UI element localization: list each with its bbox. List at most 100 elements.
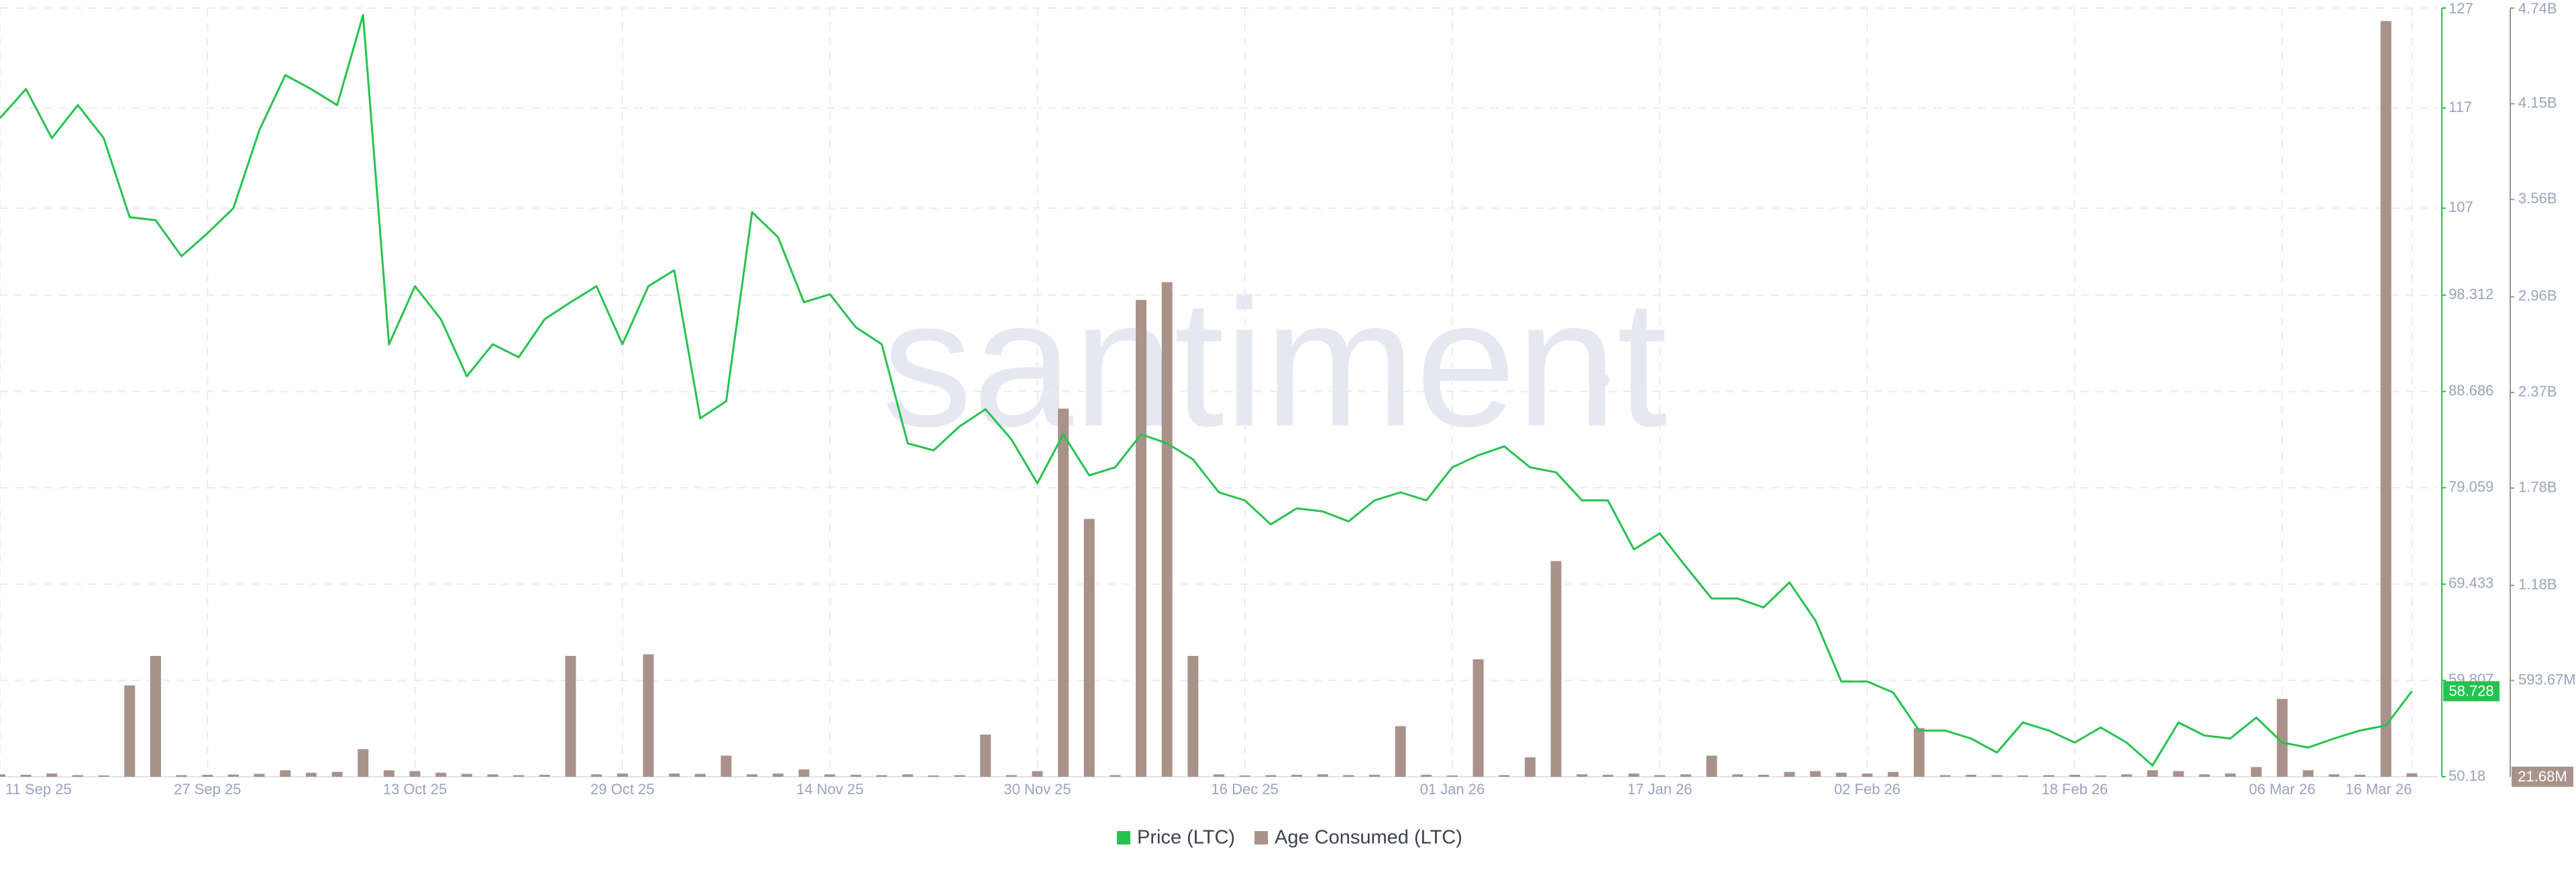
bar [513,775,525,777]
y2-tick-label: 593.67M [2518,671,2576,688]
bar [2380,21,2392,777]
price-line [0,13,2413,767]
bar [928,775,939,777]
bar-badge-label: 21.68M [2518,768,2567,785]
bar [2302,770,2314,777]
y-tick-label: 69.433 [2449,575,2493,592]
y-tick-label: 88.686 [2449,382,2493,398]
bar [1499,775,1510,777]
bar [1654,775,1666,777]
bar [1576,774,1588,777]
bar [1058,408,1069,777]
bar [1550,561,1562,777]
bar [358,749,369,777]
bar [2277,698,2288,777]
bar [1913,728,1925,777]
bar [305,772,317,777]
bar [461,773,472,777]
watermark: santiment [882,262,1668,464]
bar [2121,774,2133,777]
bar [1265,775,1277,777]
x-tick-label: 29 Oct 25 [590,781,654,798]
bar [1214,774,1224,777]
bar [1368,775,1380,777]
y-tick-label: 117 [2449,99,2472,115]
bar [798,769,810,777]
x-tick-label: 14 Nov 25 [796,781,863,798]
bar [1991,775,2002,777]
bar [2251,767,2262,777]
bar [202,775,213,777]
y2-tick-label: 4.74B [2518,0,2557,17]
y2-tick-label: 2.37B [2518,383,2557,400]
bar [1187,655,1199,777]
bar [1888,771,1899,777]
x-tick-label: 27 Sep 25 [174,781,241,798]
bar [1343,775,1354,777]
bar [1136,300,1147,777]
bar [1966,775,1977,777]
bar [747,774,758,777]
bar [1758,775,1769,777]
x-tick-label: 11 Sep 25 [5,781,72,798]
bar [1032,771,1043,777]
y-tick-label: 50.18 [2449,767,2485,784]
legend-label: Price (LTC) [1137,827,1235,849]
bar [1706,755,1717,777]
bar [72,775,83,777]
bar [616,773,628,777]
bar [435,772,447,777]
bar [1239,775,1250,777]
y-tick-label: 107 [2449,199,2473,215]
bar [1006,775,1017,777]
bar [1110,775,1121,777]
bar [1446,775,1458,777]
x-tick-label: 02 Feb 26 [1834,781,1900,798]
bar [254,773,265,777]
bar [124,685,136,777]
legend-label: Age Consumed (LTC) [1275,827,1462,849]
bar [772,773,784,777]
bar [1784,771,1795,777]
bar [1472,659,1484,777]
bar [1083,519,1095,777]
bar [2069,775,2080,777]
bar [1524,757,1536,777]
x-tick-label: 13 Oct 25 [383,781,447,798]
bar [591,774,602,777]
legend-swatch [1117,831,1130,844]
bar [1395,726,1406,777]
bar [1291,775,1302,777]
x-tick-label: 01 Jan 26 [1420,781,1485,798]
price-badge-label: 58.728 [2449,682,2493,699]
bar [2328,774,2340,777]
bar [850,775,861,777]
x-tick-label: 17 Jan 26 [1627,781,1693,798]
x-tick-label: 06 Mar 26 [2249,781,2316,798]
bar [1835,772,1847,777]
y2-tick-label: 3.56B [2518,190,2557,207]
price-badge [2443,681,2500,702]
bar [1317,774,1328,777]
bar [2173,771,2184,777]
y2-tick-label: 4.15B [2518,94,2557,111]
bar [383,770,394,777]
bar [487,774,498,777]
bar [980,734,991,777]
watermark-dot [1597,374,1609,386]
bar [1421,775,1432,777]
x-tick-label: 16 Dec 25 [1212,781,1279,798]
y-tick-label: 98.312 [2449,286,2493,303]
bar [1602,775,1613,777]
bar [1161,282,1173,777]
bar [539,775,550,777]
y2-tick-label: 2.96B [2518,287,2557,304]
bar [1810,771,1821,777]
bar [176,775,187,777]
bar [2355,775,2366,777]
bar [876,775,888,777]
bar [1862,773,1873,777]
y-tick-label: 127 [2449,0,2473,17]
bar [2147,770,2158,777]
